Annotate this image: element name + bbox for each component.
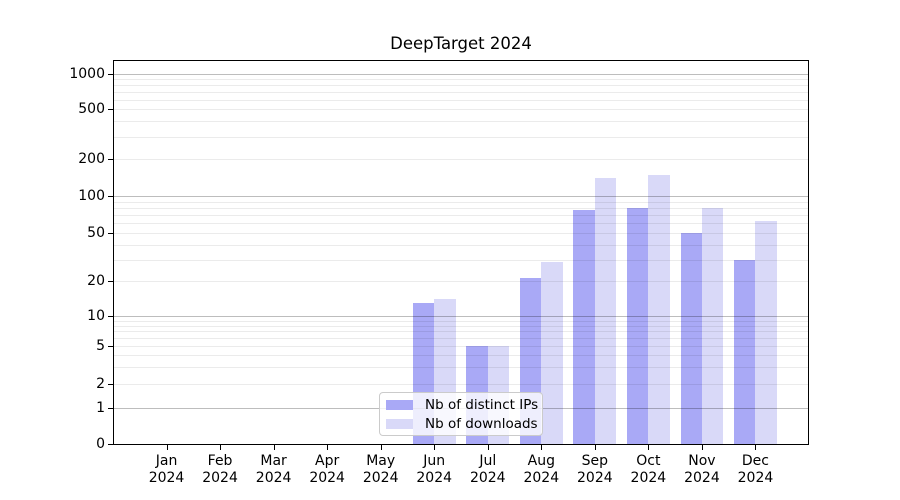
x-tick-mark-jan bbox=[166, 445, 168, 450]
legend-swatch-distinct-ips bbox=[386, 399, 413, 410]
legend-item-distinct-ips: Nb of distinct IPs bbox=[386, 397, 538, 413]
gridline-minor-70 bbox=[114, 215, 808, 217]
y-tick-mark-5 bbox=[108, 346, 113, 347]
y-axis-tick-label-200: 200 bbox=[78, 151, 105, 167]
gridline-minor-60 bbox=[114, 223, 808, 225]
x-axis-tick-label-feb: Feb 2024 bbox=[202, 453, 238, 486]
y-axis-tick-label-2: 2 bbox=[96, 376, 105, 392]
bar-distinct-ips-sep bbox=[573, 209, 595, 444]
gridline-minor-3 bbox=[114, 367, 808, 369]
gridline-minor-200 bbox=[114, 159, 808, 160]
x-tick-mark-feb bbox=[220, 445, 222, 450]
gridline-minor-400 bbox=[114, 121, 808, 123]
y-tick-mark-100 bbox=[108, 196, 113, 197]
bar-downloads-sep bbox=[594, 178, 617, 444]
gridline-minor-5 bbox=[114, 346, 808, 347]
y-axis-tick-label-100: 100 bbox=[78, 188, 105, 204]
gridline-minor-8 bbox=[114, 325, 808, 327]
gridline-minor-700 bbox=[114, 92, 808, 93]
bar-downloads-dec bbox=[755, 220, 777, 444]
y-axis-tick-label-0: 0 bbox=[96, 436, 105, 452]
x-tick-mark-mar bbox=[273, 445, 275, 450]
legend: Nb of distinct IPs Nb of downloads bbox=[379, 392, 543, 436]
x-tick-mark-may bbox=[380, 445, 382, 450]
gridline-major-100 bbox=[114, 196, 808, 197]
y-tick-mark-1000 bbox=[108, 74, 113, 75]
x-tick-mark-aug bbox=[541, 445, 543, 450]
gridline-major-10 bbox=[114, 316, 808, 317]
y-tick-mark-2 bbox=[108, 384, 113, 385]
gridline-minor-90 bbox=[114, 201, 808, 203]
gridline-major-1000 bbox=[114, 74, 808, 75]
y-tick-mark-1 bbox=[108, 408, 113, 409]
legend-swatch-downloads bbox=[386, 418, 413, 429]
y-tick-mark-20 bbox=[108, 281, 113, 282]
x-axis-tick-label-jan: Jan 2024 bbox=[148, 453, 185, 486]
legend-label-distinct-ips: Nb of distinct IPs bbox=[425, 396, 539, 413]
x-tick-mark-oct bbox=[648, 445, 650, 450]
y-tick-mark-0 bbox=[108, 444, 113, 445]
bar-distinct-ips-nov bbox=[680, 233, 702, 444]
gridline-minor-40 bbox=[114, 244, 808, 246]
gridline-minor-4 bbox=[114, 355, 808, 357]
y-axis-tick-label-1: 1 bbox=[96, 400, 105, 416]
x-axis-tick-label-dec: Dec 2024 bbox=[737, 453, 774, 486]
gridline-minor-80 bbox=[114, 207, 808, 209]
y-axis-tick-label-500: 500 bbox=[78, 101, 105, 117]
y-tick-mark-10 bbox=[108, 316, 113, 317]
gridline-minor-800 bbox=[114, 85, 808, 87]
x-axis-tick-label-sep: Sep 2024 bbox=[577, 453, 613, 486]
gridline-minor-900 bbox=[114, 79, 808, 81]
y-tick-mark-200 bbox=[108, 159, 113, 160]
y-tick-mark-50 bbox=[108, 233, 113, 234]
x-tick-mark-apr bbox=[327, 445, 329, 450]
x-axis-tick-label-oct: Oct 2024 bbox=[630, 453, 667, 486]
x-axis-tick-label-mar: Mar 2024 bbox=[255, 453, 292, 486]
gridline-minor-50 bbox=[114, 233, 808, 234]
gridline-minor-30 bbox=[114, 259, 808, 261]
gridline-minor-500 bbox=[114, 109, 808, 110]
legend-label-downloads: Nb of downloads bbox=[425, 415, 538, 432]
gridline-minor-2 bbox=[114, 384, 808, 385]
gridline-minor-7 bbox=[114, 331, 808, 333]
x-axis-tick-label-jun: Jun 2024 bbox=[416, 453, 453, 486]
y-axis-tick-label-20: 20 bbox=[87, 273, 105, 289]
bar-distinct-ips-oct bbox=[626, 207, 649, 444]
bar-distinct-ips-dec bbox=[734, 259, 756, 444]
x-tick-mark-jun bbox=[434, 445, 436, 450]
gridline-minor-300 bbox=[114, 136, 808, 138]
gridline-minor-9 bbox=[114, 320, 808, 322]
bar-downloads-aug bbox=[541, 261, 563, 444]
y-axis-tick-label-10: 10 bbox=[87, 308, 105, 324]
bar-downloads-oct bbox=[648, 175, 670, 444]
y-axis-tick-label-1000: 1000 bbox=[69, 66, 105, 82]
x-tick-mark-sep bbox=[594, 445, 596, 450]
y-axis-tick-label-5: 5 bbox=[96, 338, 105, 354]
x-axis-tick-label-nov: Nov 2024 bbox=[684, 453, 720, 486]
x-axis-tick-label-aug: Aug 2024 bbox=[523, 453, 560, 486]
y-axis-tick-label-50: 50 bbox=[87, 225, 105, 241]
gridline-minor-600 bbox=[114, 99, 808, 101]
legend-item-downloads: Nb of downloads bbox=[386, 416, 538, 432]
x-axis-tick-label-may: May 2024 bbox=[362, 453, 399, 486]
x-axis-tick-label-apr: Apr 2024 bbox=[309, 453, 345, 486]
x-tick-mark-jul bbox=[487, 445, 489, 450]
y-tick-mark-500 bbox=[108, 109, 113, 110]
plot-area bbox=[113, 60, 809, 445]
x-axis-tick-label-jul: Jul 2024 bbox=[469, 453, 506, 486]
x-tick-mark-nov bbox=[701, 445, 703, 450]
x-tick-mark-dec bbox=[755, 445, 757, 450]
gridline-minor-20 bbox=[114, 281, 808, 282]
chart-title: DeepTarget 2024 bbox=[390, 34, 532, 53]
bar-downloads-nov bbox=[701, 207, 724, 444]
gridline-minor-6 bbox=[114, 338, 808, 340]
